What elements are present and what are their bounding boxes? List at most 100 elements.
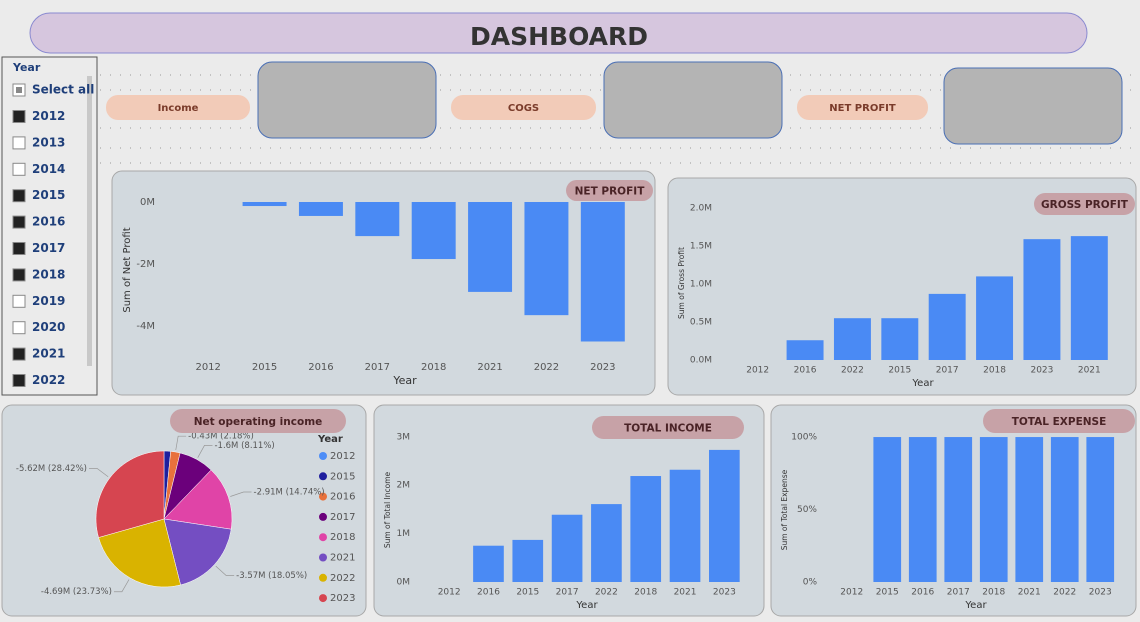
x-tick-label: 2015 xyxy=(888,366,911,376)
checkbox[interactable] xyxy=(12,294,26,308)
legend-marker xyxy=(319,492,327,501)
y-tick-label: 2.0M xyxy=(690,204,712,214)
checkbox[interactable] xyxy=(12,110,26,123)
x-tick-label: 2023 xyxy=(1089,588,1112,598)
x-tick-label: 2016 xyxy=(477,588,500,598)
x-tick-label: 2018 xyxy=(982,588,1005,598)
x-axis-title: Year xyxy=(575,600,598,611)
y-tick-label: -2M xyxy=(136,259,155,270)
bar xyxy=(976,276,1014,360)
slicer-item[interactable]: 2019 xyxy=(32,294,65,308)
y-tick-label: 0% xyxy=(803,578,818,588)
chart-title-badge xyxy=(566,180,653,201)
y-tick-label: 0M xyxy=(397,578,411,588)
bar xyxy=(524,202,569,316)
bar xyxy=(1070,236,1108,360)
data-label: -1.6M (8.11%) xyxy=(214,441,274,451)
y-tick-label: 100% xyxy=(791,433,817,443)
leader-line xyxy=(215,565,235,576)
y-tick-label: -4M xyxy=(136,321,155,332)
card-label: Income xyxy=(158,103,199,114)
bar xyxy=(298,202,343,216)
slicer-item[interactable]: 2022 xyxy=(32,373,65,387)
chart-title-badge xyxy=(170,409,346,433)
legend-label: 2016 xyxy=(330,492,355,503)
legend-marker xyxy=(319,452,327,460)
slicer-item[interactable]: 2018 xyxy=(32,267,65,281)
chart-title: GROSS PROFIT xyxy=(1041,199,1129,211)
card-label: COGS xyxy=(508,103,539,114)
checkbox[interactable] xyxy=(12,242,26,255)
bar xyxy=(786,340,824,360)
checkbox[interactable] xyxy=(12,268,26,282)
chart-panel xyxy=(111,170,656,396)
bar xyxy=(411,202,456,260)
chart-title-badge xyxy=(983,409,1135,433)
bar xyxy=(630,476,662,582)
x-axis-title: Year xyxy=(911,378,934,389)
legend-label: 2017 xyxy=(330,512,355,523)
bar xyxy=(512,539,544,582)
y-tick-label: 3M xyxy=(397,432,411,442)
bar xyxy=(1023,239,1061,360)
leader-line xyxy=(175,435,187,451)
pie-slice xyxy=(95,450,165,538)
card-box xyxy=(257,61,437,139)
y-tick-label: 1.0M xyxy=(690,280,712,290)
checkbox[interactable] xyxy=(12,136,26,150)
slicer-item[interactable]: 2017 xyxy=(32,241,65,255)
slicer-item[interactable]: 2021 xyxy=(32,347,65,361)
legend-label: 2012 xyxy=(330,451,355,462)
x-tick-label: 2015 xyxy=(876,588,899,598)
x-tick-label: 2017 xyxy=(936,366,959,376)
slicer-item[interactable]: 2015 xyxy=(32,188,65,202)
y-tick-label: 0M xyxy=(140,197,155,208)
slicer-item[interactable]: 2012 xyxy=(32,109,65,123)
chart-panel xyxy=(667,177,1137,396)
bar xyxy=(551,514,583,582)
checkbox[interactable] xyxy=(12,347,26,361)
legend-title: Year xyxy=(317,434,343,445)
legend-marker xyxy=(319,573,327,582)
y-tick-label: 0.0M xyxy=(690,356,712,366)
checkbox[interactable] xyxy=(12,321,26,335)
x-tick-label: 2015 xyxy=(252,362,277,373)
y-axis-title: Sum of Gross Profit xyxy=(677,247,686,319)
chart-title: Net operating income xyxy=(194,416,323,428)
card-box xyxy=(603,61,783,139)
chart-title-badge xyxy=(1034,193,1135,215)
leader-line xyxy=(113,579,130,593)
legend-label: 2015 xyxy=(330,471,355,482)
slicer-item[interactable]: 2020 xyxy=(32,320,65,334)
slicer-item[interactable]: 2014 xyxy=(32,162,65,176)
checkbox[interactable] xyxy=(12,215,26,229)
bar xyxy=(473,545,504,582)
y-axis-title: Sum of Net Profit xyxy=(122,227,133,312)
bar xyxy=(355,202,400,237)
x-tick-label: 2022 xyxy=(841,366,864,376)
x-tick-label: 2022 xyxy=(1053,588,1076,598)
data-label: -5.62M (28.42%) xyxy=(16,464,87,474)
bar xyxy=(1086,437,1115,582)
bar xyxy=(979,437,1008,582)
slicer-item[interactable]: 2013 xyxy=(32,135,65,149)
leader-line xyxy=(197,445,213,458)
x-tick-label: 2012 xyxy=(840,588,863,598)
slicer-item[interactable]: Select all xyxy=(32,83,94,97)
checkbox-partial xyxy=(16,87,22,93)
x-tick-label: 2012 xyxy=(438,588,461,598)
x-tick-label: 2016 xyxy=(794,366,817,376)
bar xyxy=(1015,437,1044,582)
legend-label: 2022 xyxy=(330,573,355,584)
data-label: -0.43M (2.18%) xyxy=(188,432,254,442)
bar xyxy=(1050,437,1079,582)
x-tick-label: 2021 xyxy=(477,362,502,373)
card-label: NET PROFIT xyxy=(829,103,896,114)
x-tick-label: 2015 xyxy=(516,588,539,598)
checkbox[interactable] xyxy=(12,162,26,176)
slicer-item[interactable]: 2016 xyxy=(32,215,65,229)
slicer-scrollbar xyxy=(87,76,92,366)
x-tick-label: 2021 xyxy=(674,588,697,598)
checkbox[interactable] xyxy=(12,374,26,387)
checkbox[interactable] xyxy=(12,189,26,203)
